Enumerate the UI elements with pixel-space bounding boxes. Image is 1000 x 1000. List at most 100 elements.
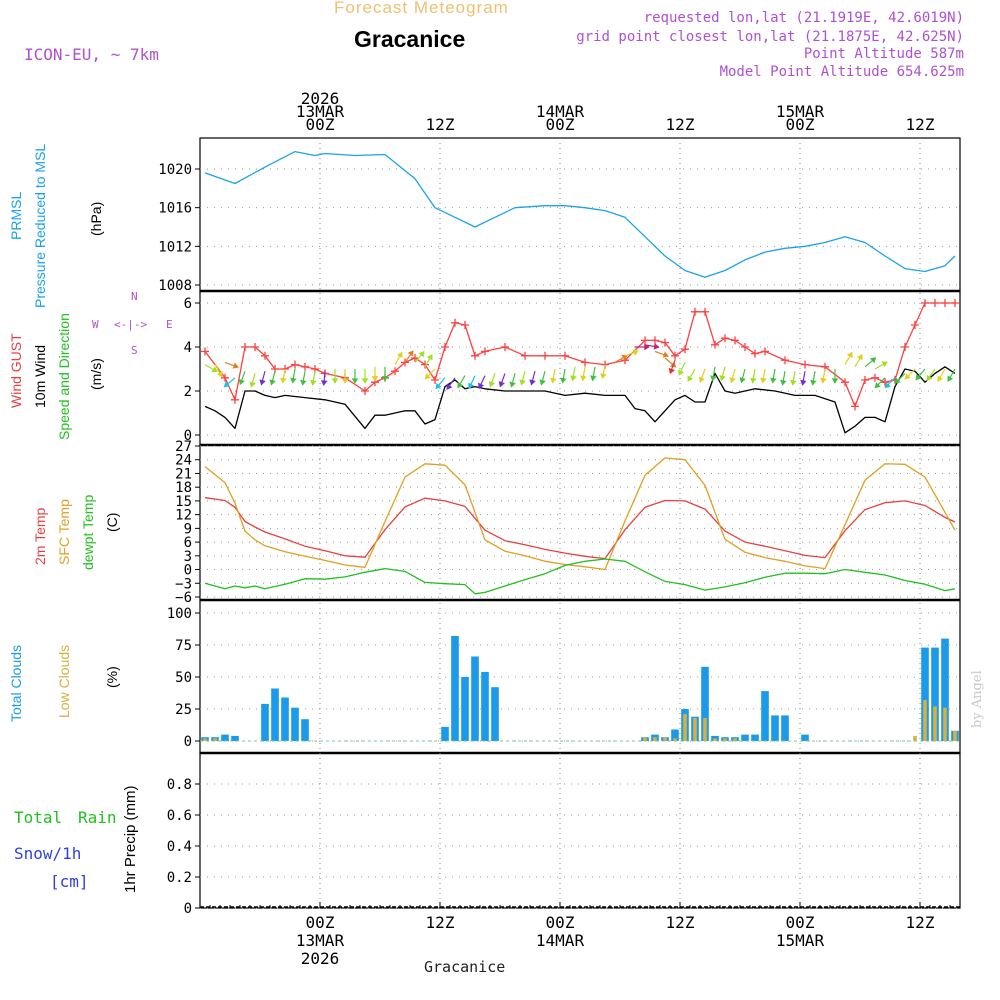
bottom-time-label: 14MAR	[536, 931, 585, 950]
wind-vector-head	[760, 377, 767, 384]
wind-vector-head	[478, 382, 485, 389]
wind-gust-marker	[911, 321, 919, 329]
bottom-time-label: 13MAR	[296, 931, 345, 950]
wind-vector-head	[926, 374, 933, 382]
wind-vector-head	[831, 378, 839, 384]
rain-label-rain: Rain	[78, 808, 117, 827]
wind-vector-head	[446, 383, 453, 390]
wind-gust-marker	[671, 351, 679, 360]
temp-sfc-line	[204, 457, 956, 571]
panel-frame-0	[199, 137, 961, 292]
wind-vector-head	[381, 376, 389, 382]
y-tick-label: −6	[175, 590, 192, 606]
total-cloud-bar	[761, 691, 769, 741]
wind-gust-marker	[461, 321, 469, 329]
top-time-label: 15MAR	[776, 102, 825, 121]
wind-gust-marker	[781, 356, 789, 365]
bottom-time-label: 12Z	[906, 913, 935, 932]
wind-vector-head	[870, 357, 877, 364]
wind-gust-marker	[471, 351, 479, 360]
wind-vector-head	[300, 379, 307, 386]
forecast-meteogram-subtitle: Forecast Meteogram	[334, 0, 509, 17]
footer-location: Gracanice	[424, 958, 506, 976]
wind-vector-head	[468, 382, 475, 389]
panel-frame-1	[199, 290, 961, 446]
bottom-time-label: 12Z	[666, 913, 695, 932]
total-cloud-bar	[271, 688, 279, 741]
bottom-time-label: 15MAR	[776, 931, 825, 950]
wind-vector-head	[780, 379, 787, 386]
wind-vector-head	[269, 379, 276, 386]
total-cloud-bar	[441, 726, 449, 741]
wind-gust-marker	[751, 349, 759, 358]
wind-gust-marker	[201, 347, 209, 356]
wind-gust-marker	[841, 378, 849, 387]
y-tick-label: 9	[184, 521, 192, 537]
total-cloud-bar	[701, 666, 709, 741]
wind-gust-marker	[221, 373, 229, 382]
y-tick-label: 27	[175, 439, 192, 455]
compass-n: N	[131, 290, 138, 303]
requested-coords: requested lon,lat (21.1919E, 42.6019N)	[643, 10, 964, 26]
wind-gust-marker	[301, 362, 309, 371]
y-tick-label: 2	[184, 384, 192, 400]
wind-gust-marker	[431, 376, 439, 384]
wind-vector-head	[698, 376, 705, 383]
wind-vector-head	[904, 373, 911, 380]
compass-s: S	[131, 344, 138, 357]
wind-vector-head	[632, 349, 639, 356]
low-cloud-bar	[733, 738, 737, 741]
wind-gust-marker	[711, 340, 719, 349]
wind-gust-marker	[291, 360, 299, 369]
snow-label: Snow/1h	[14, 844, 82, 863]
y-tick-label: 3	[184, 549, 192, 565]
wind-gust-marker	[901, 343, 909, 351]
total-cloud-bar	[301, 719, 309, 741]
top-time-label: 12Z	[906, 115, 935, 134]
wind-vector-head	[371, 376, 379, 382]
top-time-label: 14MAR	[536, 102, 585, 121]
top-time-label: 12Z	[426, 115, 455, 134]
y-tick-label: 50	[175, 670, 192, 686]
wind-10m-line	[204, 366, 956, 434]
wind-vector-head	[320, 380, 328, 386]
wind-vector-head	[770, 377, 777, 384]
wind-gust-marker	[881, 378, 889, 387]
wind-vector-head	[947, 375, 954, 382]
low-cloud-bar	[653, 737, 657, 741]
wind-vector-head	[915, 374, 922, 381]
wind-vector-head	[820, 377, 827, 384]
wind-vector-head	[249, 381, 256, 388]
wind-vector-head	[223, 381, 230, 388]
top-time-label: 00Z	[786, 115, 815, 134]
temp-2m-line	[204, 497, 956, 560]
top-time-label: 00Z	[546, 115, 575, 134]
wind-gust-marker	[921, 299, 929, 307]
wind-gust-marker	[651, 336, 659, 345]
wind-gust-marker	[641, 336, 649, 345]
wind-gust-marker	[581, 358, 589, 367]
wind-vector-head	[884, 382, 891, 389]
wind-vector-head	[810, 379, 817, 386]
low-cloud-bar	[693, 718, 697, 741]
total-cloud-bar	[741, 734, 749, 741]
wind-vector-head	[498, 381, 505, 388]
wind-vector-head	[874, 382, 881, 389]
wind-vector-head	[426, 354, 433, 361]
wind-vector-head	[418, 351, 425, 358]
compass-mid: <-|->	[114, 318, 148, 331]
snow-unit: [cm]	[50, 872, 89, 891]
location-title: Gracanice	[354, 26, 466, 52]
wind-gust-marker	[541, 351, 549, 360]
wind-gust-marker	[561, 351, 569, 360]
low-cloud-bar	[683, 714, 687, 741]
wind-vector-head	[590, 375, 597, 382]
y-tick-label: 25	[175, 702, 192, 718]
wind-gust-marker	[931, 299, 939, 307]
low-cloud-bar	[953, 730, 957, 741]
wind-gust-marker	[361, 387, 369, 395]
wind-vector-head	[424, 373, 431, 380]
y-tick-label: 0	[184, 563, 192, 579]
wind-gust-marker	[391, 367, 399, 376]
panel-frame-3	[199, 599, 961, 754]
